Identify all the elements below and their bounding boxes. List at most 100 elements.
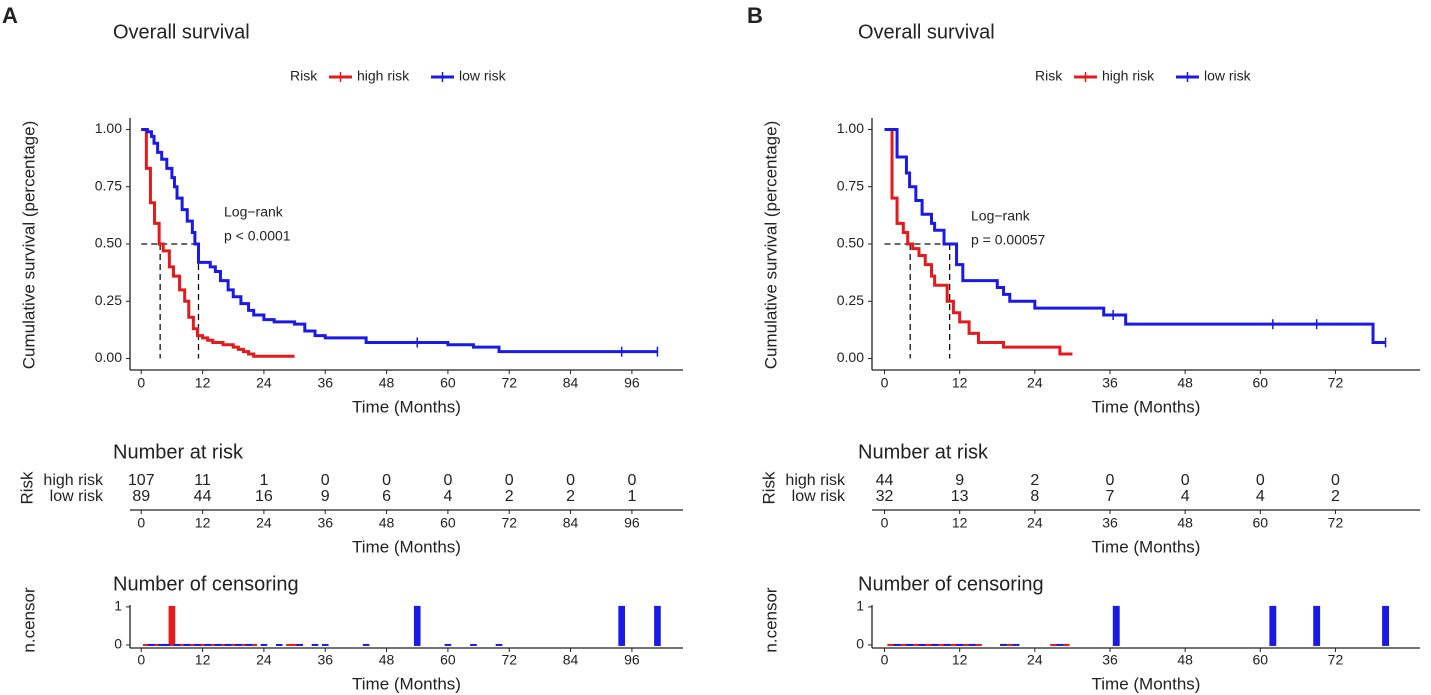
x-tick-label: 48: [1177, 652, 1193, 668]
x-tick-label: 72: [501, 375, 517, 391]
risk-count: 11: [194, 472, 211, 489]
risk-count: 9: [321, 488, 330, 505]
x-axis-label: Time (Months): [352, 397, 461, 416]
risk-count: 0: [382, 472, 391, 489]
censor-bar: [444, 643, 452, 646]
censor-bar: [893, 643, 901, 646]
x-tick-label: 60: [1253, 515, 1269, 531]
censor-bar: [918, 643, 926, 646]
x-tick-label: 12: [195, 652, 211, 668]
annotation: p = 0.00057: [971, 232, 1046, 248]
x-tick-label: 0: [137, 515, 145, 531]
risk-count: 0: [321, 472, 330, 489]
risk-count: 4: [443, 488, 452, 505]
censor-bar: [975, 643, 982, 646]
censor-bar: [968, 643, 976, 646]
y-axis-label: Risk: [759, 471, 778, 505]
y-tick-label: 1: [114, 598, 122, 614]
x-tick-label: 12: [952, 652, 968, 668]
censor-bar: [209, 643, 217, 646]
legend-label: low risk: [459, 68, 507, 84]
risk-count: 2: [566, 488, 575, 505]
panel-label: B: [747, 3, 763, 28]
risk-count: 2: [505, 488, 514, 505]
legend-label: low risk: [1204, 68, 1252, 84]
chart-title: Number at risk: [858, 441, 989, 463]
censor-bar: [235, 643, 242, 646]
x-tick-label: 36: [1102, 375, 1118, 391]
risk-count: 89: [132, 488, 150, 505]
censor-bar: [275, 643, 283, 646]
x-tick-label: 0: [137, 652, 145, 668]
x-tick-label: 72: [1328, 375, 1344, 391]
risk-count: 8: [1030, 488, 1039, 505]
chart-title: Number at risk: [113, 441, 244, 463]
censor-bar: [158, 643, 166, 646]
x-tick-label: 72: [1328, 652, 1344, 668]
y-axis-label: n.censor: [19, 587, 38, 653]
x-tick-label: 48: [379, 652, 395, 668]
x-axis-label: Time (Months): [1092, 674, 1201, 693]
censor-bar: [229, 643, 237, 646]
x-tick-label: 0: [881, 515, 889, 531]
x-tick-label: 24: [1027, 515, 1043, 531]
y-tick-label: 1: [856, 598, 864, 614]
y-tick-label: 0.50: [837, 235, 864, 251]
x-tick-label: 24: [256, 375, 272, 391]
y-tick-label: 0.00: [837, 349, 864, 365]
risk-count: 4: [1256, 488, 1265, 505]
censor-bar: [183, 643, 191, 646]
censor-bar: [1112, 605, 1120, 646]
x-tick-label: 60: [440, 515, 456, 531]
annotation: p < 0.0001: [224, 228, 291, 244]
y-tick-label: 0.75: [837, 177, 864, 193]
y-axis-label: Risk: [17, 471, 36, 505]
censor-bar: [1012, 643, 1020, 646]
censor-bar: [148, 643, 155, 646]
censor-bar: [224, 643, 232, 646]
annotation: Log−rank: [224, 204, 284, 220]
risk-count: 4: [1181, 488, 1190, 505]
censor-bar: [173, 643, 181, 646]
censor-bar: [413, 605, 421, 646]
risk-count: 107: [128, 472, 155, 489]
censor-bar: [1269, 605, 1277, 646]
censor-bar: [286, 643, 293, 646]
row-label: high risk: [785, 472, 846, 489]
risk-count: 0: [1106, 472, 1115, 489]
censor-bar: [1382, 605, 1389, 646]
risk-count: 1: [627, 488, 636, 505]
x-axis-label: Time (Months): [352, 537, 461, 556]
censor-bar: [362, 643, 370, 646]
risk-count: 9: [955, 472, 964, 489]
x-tick-label: 0: [881, 375, 889, 391]
x-tick-label: 60: [1253, 652, 1269, 668]
censor-bar: [153, 643, 160, 646]
x-tick-label: 60: [440, 375, 456, 391]
x-axis-label: Time (Months): [352, 674, 461, 693]
censor-bar: [311, 643, 319, 646]
censor-bar: [949, 643, 957, 646]
y-tick-label: 1.00: [95, 120, 122, 136]
x-tick-label: 12: [195, 375, 211, 391]
y-tick-label: 0.75: [95, 177, 122, 193]
censor-bar: [1050, 643, 1058, 646]
survival-curve: [884, 127, 1386, 345]
panel-label: A: [2, 3, 18, 28]
risk-count: 44: [876, 472, 894, 489]
x-tick-label: 24: [256, 652, 272, 668]
x-tick-label: 96: [624, 375, 640, 391]
row-label: high risk: [43, 472, 104, 489]
risk-count: 44: [194, 488, 212, 505]
survival-curve: [141, 127, 295, 358]
x-tick-label: 72: [1328, 515, 1344, 531]
x-tick-label: 36: [317, 515, 333, 531]
censor-bar: [214, 643, 222, 646]
y-tick-label: 0: [114, 636, 122, 652]
risk-count: 0: [566, 472, 575, 489]
x-tick-label: 60: [1253, 375, 1269, 391]
censor-bar: [245, 643, 252, 646]
x-tick-label: 96: [624, 515, 640, 531]
censor-bar: [1000, 643, 1007, 646]
censor-bar: [321, 643, 329, 646]
